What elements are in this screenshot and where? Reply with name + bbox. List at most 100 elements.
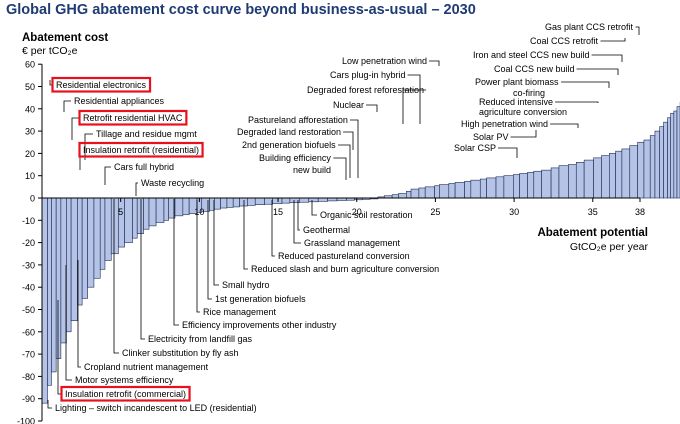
- annotation-leader-line: [65, 265, 72, 381]
- abatement-bar-41: [308, 197, 319, 203]
- y-tick-label: -90: [22, 394, 35, 404]
- annotation-leader-line: [213, 200, 219, 286]
- annotation-label: Rice management: [203, 307, 277, 317]
- annotation-leader-line: [366, 104, 378, 112]
- y-tick-label: 0: [30, 194, 35, 204]
- abatement-bar-86: [654, 130, 660, 199]
- annotation-leader-line: [135, 182, 138, 196]
- annotation-label: Iron and steel CCS new build: [473, 50, 590, 60]
- abatement-bar-75: [575, 162, 585, 199]
- y-tick-label: -80: [22, 372, 35, 382]
- annotation-label: Insulation retrofit (commercial): [65, 389, 186, 399]
- annotation-label: Grassland management: [304, 238, 401, 248]
- annotation-leader-line: [498, 147, 518, 158]
- annotation-label: Reduced pastureland conversion: [278, 251, 410, 261]
- x-tick-label: 25: [430, 207, 440, 217]
- annotation-label: Pastureland afforestation: [248, 115, 348, 125]
- annotation-label: Degraded forest reforestation: [307, 85, 424, 95]
- annotation-leader-line: [77, 260, 81, 368]
- annotation-leader-line: [429, 60, 440, 66]
- annotation-label: Efficiency improvements other industry: [182, 320, 337, 330]
- abatement-bar-54: [410, 188, 420, 199]
- abatement-bar-62: [470, 179, 481, 199]
- annotation-label: Cars plug-in hybrid: [330, 70, 406, 80]
- abatement-bar-33: [239, 197, 248, 207]
- y-axis-label-line-1: Abatement cost: [22, 32, 108, 44]
- annotation-label: co-firing: [513, 88, 545, 98]
- abatement-bar-83: [637, 141, 645, 199]
- y-tick-label: 60: [25, 60, 35, 70]
- abatement-bar-11: [99, 197, 106, 270]
- highlight-box: [60, 385, 191, 402]
- abatement-bar-78: [601, 155, 610, 199]
- abatement-bar-57: [434, 185, 440, 199]
- annotation-label: Gas plant CCS retrofit: [545, 22, 634, 32]
- annotation-leader-line: [271, 200, 275, 257]
- abatement-bar-15: [124, 197, 133, 243]
- abatement-bar-59: [448, 183, 456, 199]
- annotation-leader-line: [207, 200, 212, 300]
- x-axis-label: Abatement potential GtCO₂e per year: [537, 227, 648, 253]
- abatement-bar-92: [676, 106, 680, 199]
- y-tick-label: -30: [22, 260, 35, 270]
- abatement-bar-40: [298, 197, 310, 203]
- annotation-label: Lighting – switch incandescent to LED (r…: [55, 403, 257, 413]
- abatement-bar-85: [649, 135, 656, 199]
- annotation-label: 2nd generation biofuels: [242, 140, 336, 150]
- abatement-bar-9: [87, 197, 95, 288]
- annotation-leader-line: [297, 200, 300, 231]
- abatement-bar-17: [136, 197, 144, 234]
- x-tick-label: 35: [588, 207, 598, 217]
- abatement-bar-35: [254, 197, 265, 205]
- abatement-bar-16: [132, 197, 138, 239]
- annotation-label: Power plant biomass: [475, 77, 559, 87]
- abatement-bar-55: [418, 187, 426, 199]
- abatement-bar-18: [143, 197, 150, 230]
- annotation-label: Organic soil restoration: [320, 210, 413, 220]
- abatement-bar-34: [247, 197, 256, 206]
- y-axis-label-line-2: € per tCO₂e: [22, 45, 78, 57]
- annotation-label: 1st generation biofuels: [215, 294, 306, 304]
- abatement-bar-89: [667, 117, 671, 199]
- annotation-leader-line: [550, 123, 579, 128]
- annotation-label: Clinker substitution by fly ash: [122, 348, 239, 358]
- abatement-bar-6: [70, 197, 78, 321]
- abatement-bar-88: [663, 121, 668, 199]
- abatement-bar-36: [264, 197, 273, 205]
- abatement-bar-58: [439, 184, 450, 199]
- abatement-bar-80: [615, 150, 623, 199]
- annotation-leader-line: [561, 81, 610, 88]
- abatement-bar-4: [60, 197, 67, 344]
- abatement-bar-76: [583, 159, 594, 199]
- y-tick-label: -40: [22, 283, 35, 293]
- abatement-bar-32: [232, 197, 240, 208]
- annotation-label: Residential electronics: [56, 80, 147, 90]
- annotation-leader-line: [140, 199, 145, 340]
- annotation-label: Reduced slash and burn agriculture conve…: [251, 264, 439, 274]
- annotation-label: Solar PV: [473, 132, 509, 142]
- abatement-bar-37: [272, 197, 283, 204]
- y-tick-label: 10: [25, 171, 35, 181]
- highlight-box: [78, 109, 188, 126]
- x-tick-label: 38: [635, 207, 645, 217]
- annotation-leader-line: [407, 74, 421, 124]
- annotation-label: Motor systems efficiency: [75, 375, 174, 385]
- abatement-bar-72: [550, 167, 560, 199]
- abatement-bar-29: [214, 197, 221, 210]
- abatement-bar-79: [609, 153, 616, 199]
- y-tick-label: 50: [25, 82, 35, 92]
- annotation-leader-line: [555, 101, 599, 103]
- annotation-label: Reduced intensive: [479, 97, 553, 107]
- abatement-bar-65: [495, 176, 505, 199]
- annotation-label: Cars full hybrid: [114, 162, 174, 172]
- x-tick-label: 20: [352, 207, 362, 217]
- abatement-bar-38: [281, 197, 291, 204]
- abatement-bar-24: [182, 197, 190, 216]
- annotation-label: Cropland nutrient management: [84, 362, 209, 372]
- abatement-bar-23: [174, 197, 184, 217]
- annotation-leader-line: [84, 133, 93, 160]
- y-axis-label: Abatement cost € per tCO₂e: [22, 32, 108, 57]
- annotation-leader-line: [600, 38, 626, 42]
- x-tick-label: 5: [118, 207, 123, 217]
